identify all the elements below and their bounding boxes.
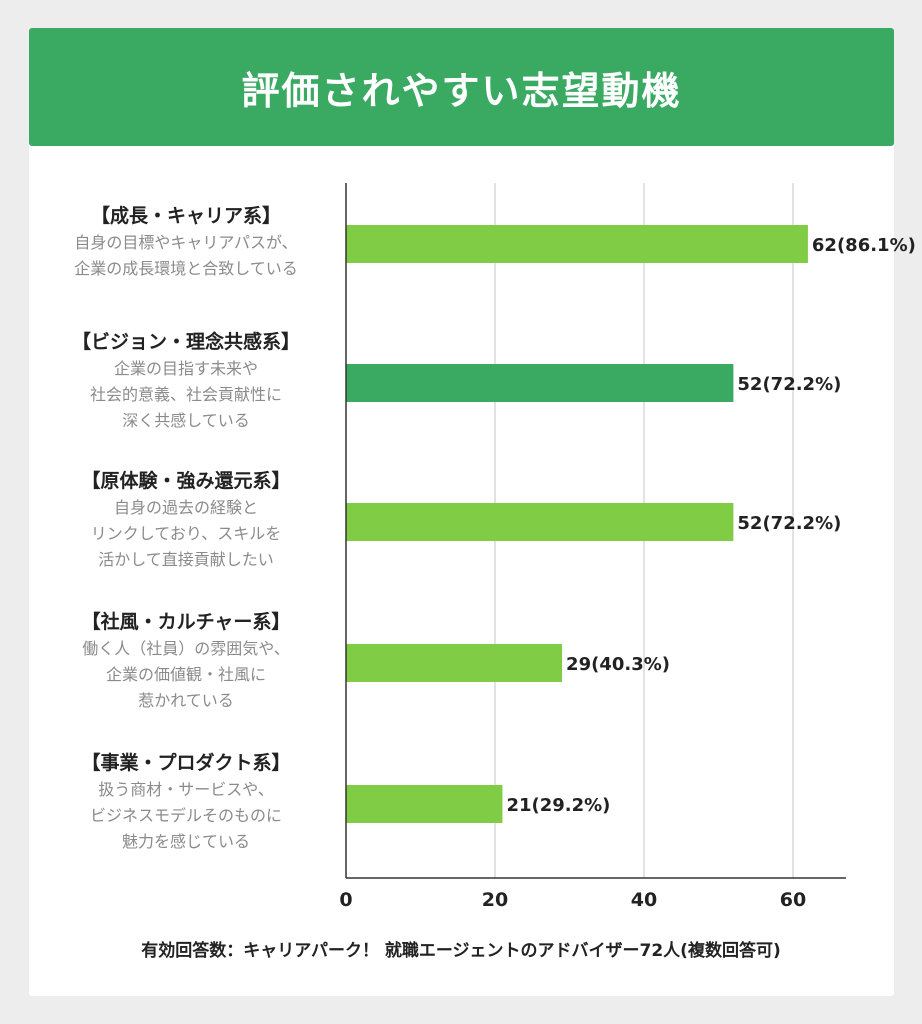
bar	[346, 225, 808, 263]
category-description: 惹かれている	[138, 691, 234, 710]
x-tick-label: 60	[780, 889, 806, 911]
category-title: 【ビジョン・理念共感系】	[72, 330, 300, 353]
x-tick-label: 0	[339, 889, 352, 911]
data-label: 52(72.2%)	[737, 374, 841, 395]
category-description: 企業の目指す未来や	[114, 359, 258, 378]
chart-card: 評価されやすい志望動機	[29, 28, 894, 996]
category-description: 働く人（社員）の雰囲気や、	[82, 639, 290, 658]
category-title: 【社風・カルチャー系】	[82, 610, 291, 633]
title-banner: 評価されやすい志望動機	[29, 28, 894, 146]
category-title: 【事業・プロダクト系】	[81, 751, 290, 774]
data-label: 62(86.1%)	[812, 235, 916, 256]
data-label: 52(72.2%)	[737, 513, 841, 534]
x-tick-label: 40	[631, 889, 657, 911]
chart-title: 評価されやすい志望動機	[241, 68, 682, 113]
bar	[346, 503, 734, 541]
category-description: 自身の目標やキャリアパスが、	[74, 233, 297, 252]
category-description: 魅力を感じている	[122, 832, 250, 851]
category-description: リンクしており、スキルを	[91, 524, 281, 543]
category-description: 扱う商材・サービスや、	[98, 780, 274, 799]
category-description: 社会的意義、社会貢献性に	[90, 385, 282, 404]
category-description: 自身の過去の経験と	[114, 498, 258, 517]
category-description: 活かして直接貢献したい	[98, 550, 274, 569]
x-tick-label: 20	[482, 889, 508, 911]
category-title: 【成長・キャリア系】	[91, 204, 281, 227]
bar	[346, 644, 563, 682]
category-description: ビジネスモデルそのものに	[90, 806, 282, 825]
category-description: 深く共感している	[122, 411, 250, 430]
data-label: 29(40.3%)	[566, 654, 670, 675]
category-title: 【原体験・強み還元系】	[81, 469, 290, 492]
data-label: 21(29.2%)	[506, 795, 610, 816]
category-description: 企業の価値観・社風に	[106, 665, 266, 684]
footnote: 有効回答数：キャリアパーク！ 就職エージェントのアドバイザー72人(複数回答可)	[141, 941, 781, 961]
bar	[346, 364, 734, 402]
category-description: 企業の成長環境と合致している	[74, 259, 298, 278]
bar	[346, 785, 503, 823]
